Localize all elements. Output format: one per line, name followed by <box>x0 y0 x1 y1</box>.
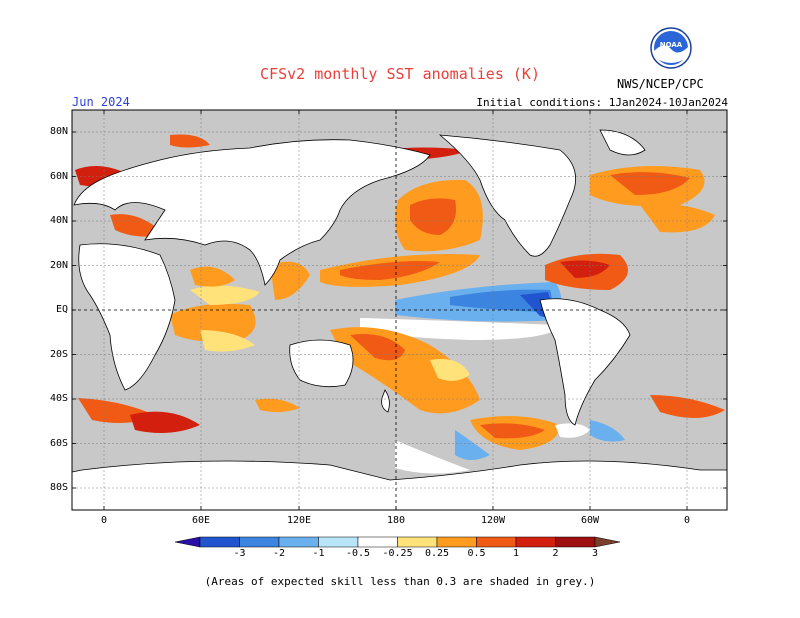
lon-label: 60W <box>581 515 600 526</box>
axis-ticks <box>72 110 727 510</box>
lon-label: 120W <box>481 515 506 526</box>
colorbar-label: 3 <box>592 548 599 559</box>
lon-label: 60E <box>192 515 211 526</box>
colorbar-label: 1 <box>513 548 520 559</box>
colorbar-segment <box>555 536 596 548</box>
colorbar-segment <box>318 536 359 548</box>
lat-label: 80S <box>49 482 68 493</box>
noaa-logo-icon: NOAA <box>650 27 692 69</box>
colorbar-label: -1 <box>312 548 325 559</box>
skill-note: (Areas of expected skill less than 0.3 a… <box>204 575 596 588</box>
agency-subtitle: NWS/NCEP/CPC <box>617 77 704 91</box>
colorbar-left-arrow <box>174 536 201 548</box>
lon-label: 180 <box>387 515 406 526</box>
lat-label: 20N <box>49 259 68 271</box>
lat-label: 60S <box>49 437 68 449</box>
colorbar-segment <box>476 536 517 548</box>
colorbar-right-arrow <box>594 536 621 548</box>
colorbar-label: -2 <box>273 548 286 559</box>
map-title: CFSv2 monthly SST anomalies (K) <box>260 65 540 83</box>
colorbar-label: -0.5 <box>346 548 371 559</box>
colorbar <box>174 536 621 548</box>
initial-conditions: Initial conditions: 1Jan2024-10Jan2024 <box>476 96 728 109</box>
logo-text: NOAA <box>660 41 683 49</box>
colorbar-segment <box>515 536 556 548</box>
colorbar-label: 0.5 <box>467 548 486 559</box>
lon-label: 0 <box>684 515 691 526</box>
anomaly-patches <box>75 134 725 474</box>
colorbar-segment <box>239 536 280 548</box>
lon-label: 120E <box>287 515 312 526</box>
lat-label: EQ <box>55 304 68 315</box>
lon-label: 0 <box>101 515 108 526</box>
forecast-month: Jun 2024 <box>72 95 130 109</box>
colorbar-segment <box>397 536 438 548</box>
colorbar-label: 0.25 <box>425 548 450 559</box>
colorbar-segment <box>199 536 240 548</box>
colorbar-segment <box>436 536 477 548</box>
colorbar-segment <box>357 536 398 548</box>
colorbar-label: -0.25 <box>382 548 413 559</box>
lat-label: 40S <box>49 393 68 404</box>
colorbar-label: 2 <box>552 548 559 559</box>
lat-label: 80N <box>49 126 68 137</box>
continents <box>72 129 727 510</box>
lat-label: 20S <box>49 348 68 360</box>
colorbar-segment <box>278 536 319 548</box>
colorbar-label: -3 <box>233 548 246 559</box>
lat-label: 60N <box>49 170 68 182</box>
lat-label: 40N <box>49 215 68 226</box>
